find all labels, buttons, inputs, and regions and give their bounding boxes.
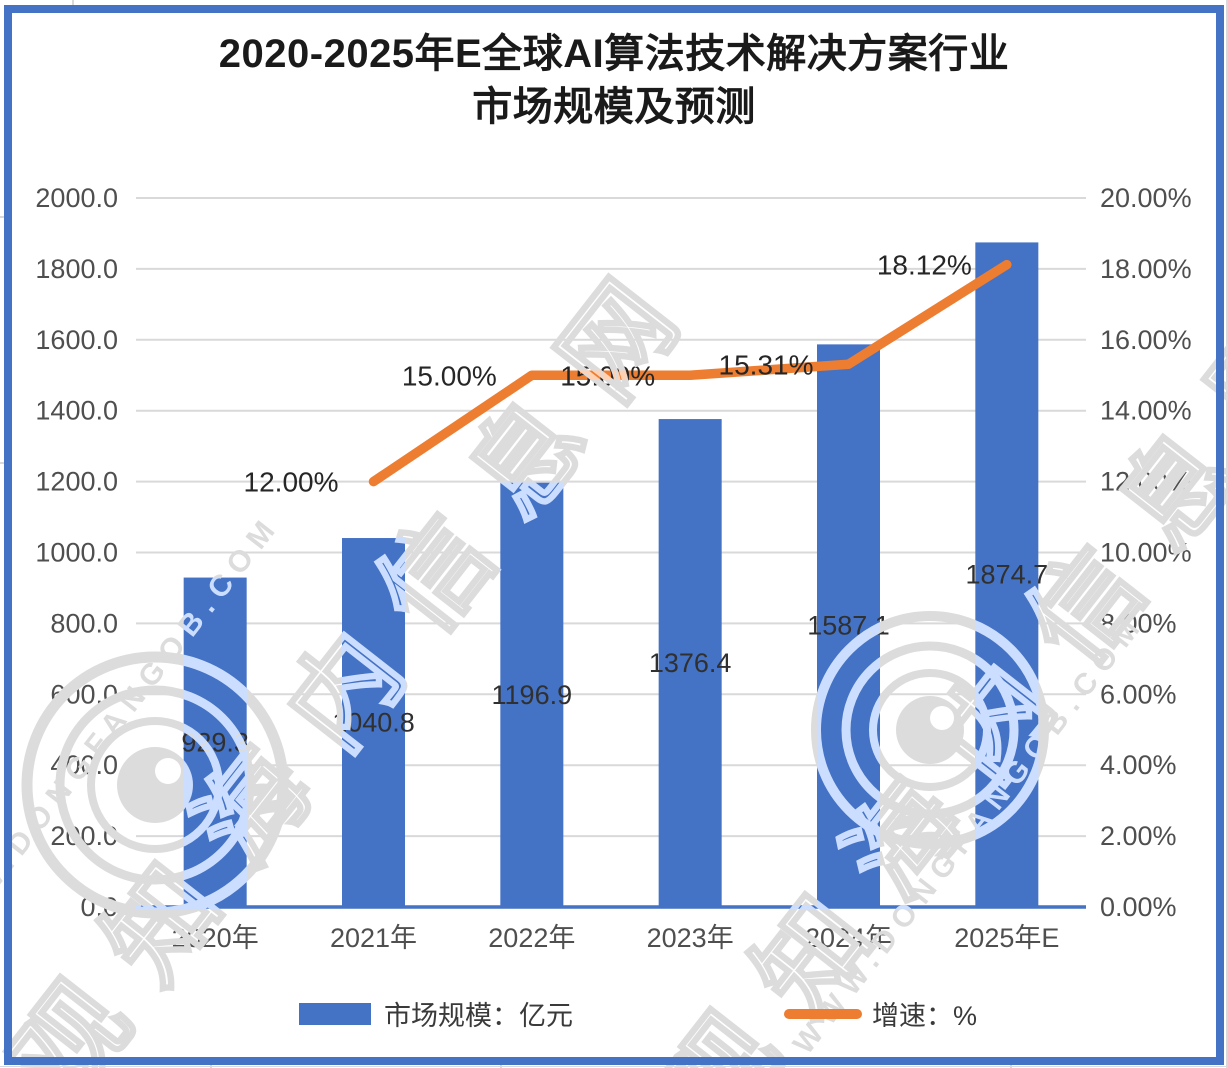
chart-title: 2020-2025年E全球AI算法技术解决方案行业 市场规模及预测 bbox=[0, 28, 1228, 134]
right-axis-tick-label: 12.00% bbox=[1100, 467, 1192, 497]
sheet-gridline bbox=[72, 0, 74, 5]
right-axis-tick-label: 18.00% bbox=[1100, 254, 1192, 284]
chart-frame-border bbox=[4, 5, 1224, 1065]
chart-title-line2: 市场规模及预测 bbox=[472, 85, 756, 129]
bar-value-label: 1874.7 bbox=[966, 560, 1049, 590]
legend-label: 市场规模：亿元 bbox=[384, 1001, 573, 1031]
left-axis-tick-label: 1000.0 bbox=[35, 538, 118, 568]
left-axis-tick-label: 2000.0 bbox=[35, 183, 118, 213]
x-axis-category-label: 2022年 bbox=[488, 923, 575, 953]
sheet-gridline bbox=[210, 1064, 212, 1068]
right-axis-tick-label: 4.00% bbox=[1100, 750, 1177, 780]
left-axis-tick-label: 1200.0 bbox=[35, 467, 118, 497]
sheet-gridline bbox=[745, 1064, 747, 1068]
sheet-gridline bbox=[1010, 1064, 1012, 1068]
sheet-gridline bbox=[1226, 0, 1228, 1068]
growth-rate-line bbox=[368, 259, 1012, 487]
sheet-gridline bbox=[0, 1066, 1228, 1067]
left-axis-tick-label: 1800.0 bbox=[35, 254, 118, 284]
chart-title-line1: 2020-2025年E全球AI算法技术解决方案行业 bbox=[218, 32, 1010, 76]
growth-rate-label: 15.31% bbox=[719, 349, 814, 380]
chart-legend: 市场规模：亿元 增速：% bbox=[0, 994, 1228, 1031]
left-axis-tick-label: 800.0 bbox=[50, 608, 118, 638]
growth-rate-label: 18.12% bbox=[877, 250, 972, 281]
legend-bar-swatch-icon bbox=[299, 1002, 371, 1025]
x-axis-category-label: 2024年 bbox=[805, 923, 892, 953]
market-size-bar-2021年 bbox=[342, 538, 405, 907]
x-axis-category-label: 2021年 bbox=[330, 923, 417, 953]
x-axis-category-label: 2020年 bbox=[172, 923, 259, 953]
right-axis-tick-label: 6.00% bbox=[1100, 679, 1177, 709]
left-axis-tick-label: 1600.0 bbox=[35, 325, 118, 355]
bar-value-label: 1376.4 bbox=[649, 648, 732, 678]
sheet-gridline bbox=[0, 216, 4, 218]
bar-value-label: 1040.8 bbox=[332, 708, 415, 738]
right-axis-tick-label: 14.00% bbox=[1100, 396, 1192, 426]
left-axis-tick-label: 1400.0 bbox=[35, 396, 118, 426]
x-axis-category-label: 2025年E bbox=[954, 923, 1059, 953]
right-axis-tick-label: 8.00% bbox=[1100, 608, 1177, 638]
growth-rate-label: 15.00% bbox=[402, 360, 497, 391]
right-axis-tick-label: 20.00% bbox=[1100, 183, 1192, 213]
legend-item-market-size: 市场规模：亿元 bbox=[299, 994, 573, 1033]
right-axis-tick-label: 0.00% bbox=[1100, 892, 1177, 922]
growth-rate-label: 15.00% bbox=[560, 360, 655, 391]
bar-value-label: 1196.9 bbox=[492, 680, 573, 710]
sheet-gridline bbox=[500, 1064, 502, 1068]
sheet-gridline bbox=[0, 462, 4, 464]
right-axis-tick-label: 2.00% bbox=[1100, 821, 1177, 851]
right-axis-tick-label: 16.00% bbox=[1100, 325, 1192, 355]
legend-label: 增速：% bbox=[872, 1001, 978, 1031]
legend-item-growth-rate: 增速：% bbox=[784, 994, 977, 1033]
x-axis-category-label: 2023年 bbox=[647, 923, 734, 953]
legend-line-swatch-icon bbox=[784, 1008, 862, 1019]
growth-rate-label: 12.00% bbox=[244, 467, 339, 498]
right-axis-tick-label: 10.00% bbox=[1100, 538, 1192, 568]
market-size-bar-2023年 bbox=[658, 419, 722, 907]
market-size-bar-2022年 bbox=[500, 482, 564, 907]
